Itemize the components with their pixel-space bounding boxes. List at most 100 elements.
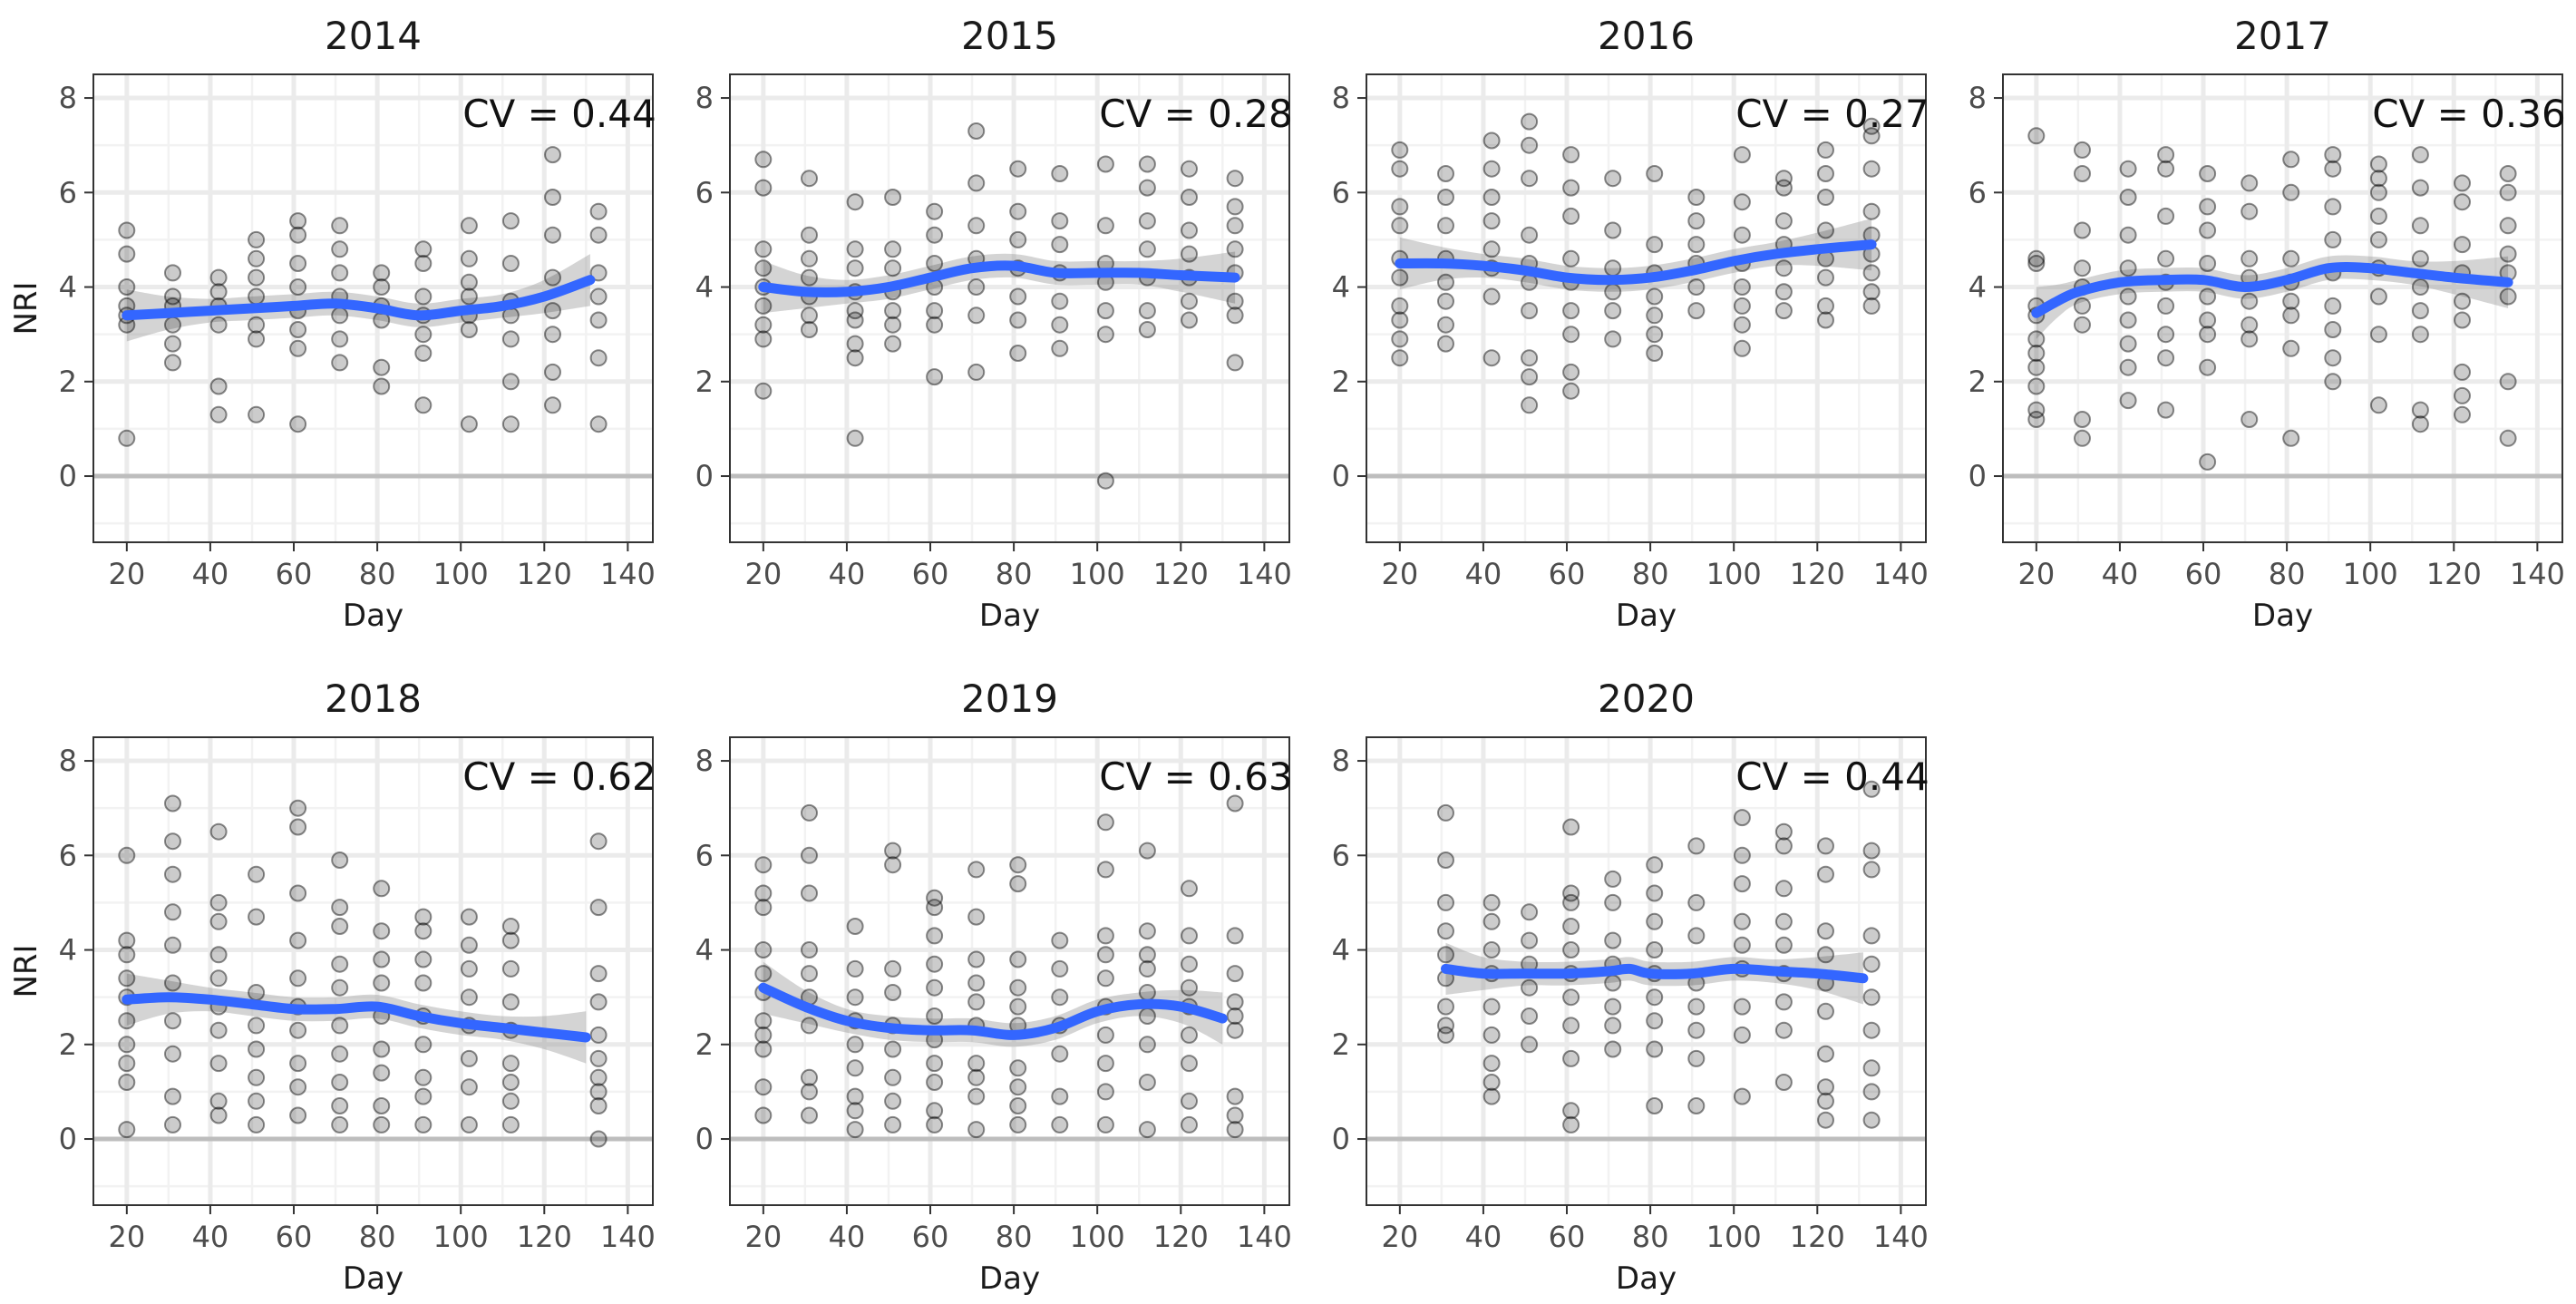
data-point (1437, 1017, 1454, 1035)
trend-line (758, 982, 1228, 1040)
data-point (1862, 955, 1881, 973)
data-point (1009, 875, 1027, 893)
data-point (2157, 297, 2175, 315)
data-point (589, 311, 608, 329)
data-point (846, 259, 864, 277)
data-point (1181, 160, 1198, 178)
data-point (1817, 189, 1834, 206)
data-point (846, 959, 864, 978)
data-point (926, 978, 944, 997)
data-point (164, 1012, 181, 1030)
x-tick-label: 40 (829, 1220, 866, 1254)
data-point (1226, 794, 1244, 813)
data-point (1437, 946, 1454, 964)
data-point (589, 993, 608, 1011)
data-point (164, 335, 181, 353)
data-point (1733, 875, 1751, 893)
data-point (2027, 345, 2046, 362)
data-point (801, 965, 818, 983)
data-point (164, 974, 181, 992)
data-point (1521, 1007, 1539, 1025)
data-point (2411, 146, 2429, 164)
data-point (209, 893, 228, 911)
data-point (460, 908, 478, 926)
data-point (1226, 307, 1244, 325)
data-point (1138, 321, 1156, 338)
data-point (331, 240, 349, 258)
y-tick-label: 4 (59, 933, 77, 968)
data-point (2241, 292, 2259, 310)
data-point (501, 330, 520, 348)
data-point (2074, 165, 2091, 182)
data-point (801, 884, 818, 902)
data-point (926, 302, 944, 320)
data-point (1138, 959, 1156, 978)
data-point (2282, 307, 2300, 325)
x-tick-label: 120 (1790, 557, 1845, 591)
data-point (2074, 259, 2091, 277)
data-point (1733, 193, 1751, 211)
data-point (1687, 278, 1706, 296)
trend-line (122, 992, 591, 1043)
data-point (754, 899, 773, 917)
data-point (1562, 818, 1580, 836)
y-tick-label: 8 (1332, 81, 1350, 115)
data-point (2027, 255, 2046, 272)
x-tick-label: 80 (996, 557, 1033, 591)
data-point (1226, 217, 1244, 235)
data-point (2119, 189, 2137, 206)
data-point (2282, 183, 2300, 201)
data-point (248, 865, 266, 883)
x-tick-label: 60 (912, 1220, 949, 1254)
data-point (1817, 1078, 1834, 1096)
data-point (1096, 1026, 1114, 1044)
data-point (754, 240, 773, 258)
data-point (1391, 349, 1409, 367)
data-point (1482, 997, 1501, 1016)
data-point (967, 278, 986, 296)
data-point (1604, 302, 1622, 320)
data-point (1181, 245, 1198, 263)
data-point (1391, 217, 1409, 235)
data-point (1437, 165, 1454, 182)
x-tick-label: 60 (1549, 1220, 1586, 1254)
data-point (1226, 1007, 1244, 1025)
data-point (846, 335, 864, 353)
y-tick-label: 8 (1968, 81, 1987, 115)
y-tick-label: 4 (695, 270, 714, 305)
data-point (1774, 283, 1793, 301)
data-point (2454, 174, 2471, 192)
data-point (1646, 912, 1664, 930)
data-point (1521, 112, 1539, 131)
cv-annotation: CV = 0.44 (1735, 754, 1929, 799)
data-point (1482, 941, 1501, 959)
data-point (1774, 912, 1793, 930)
plot-background (93, 737, 653, 1205)
data-point (2157, 207, 2175, 225)
data-point (846, 429, 864, 447)
data-point (2411, 302, 2429, 320)
data-point (1138, 155, 1156, 173)
data-point (926, 1102, 944, 1120)
data-point (118, 946, 136, 964)
data-point (2241, 174, 2259, 192)
data-point (460, 959, 478, 978)
y-tick-label: 4 (1332, 933, 1350, 968)
data-point (209, 1106, 228, 1124)
data-point (1009, 202, 1027, 220)
data-point (2027, 127, 2046, 145)
data-point (589, 1130, 608, 1148)
data-point (2324, 297, 2342, 315)
data-point (1437, 803, 1454, 822)
data-point (1604, 283, 1622, 301)
data-point (1687, 302, 1706, 320)
data-point (1817, 268, 1834, 287)
data-point (1817, 1002, 1834, 1020)
x-tick-label: 40 (192, 557, 229, 591)
facet-panel-2019: 0 2 4 6 8 20 40 60 80 100 120 140 2019 CV = 0.63 Day (695, 676, 1293, 1297)
data-point (1646, 326, 1664, 344)
data-point (1482, 1074, 1501, 1091)
data-point (1562, 179, 1580, 197)
confidence-band (126, 973, 587, 1064)
data-point (1096, 861, 1114, 879)
